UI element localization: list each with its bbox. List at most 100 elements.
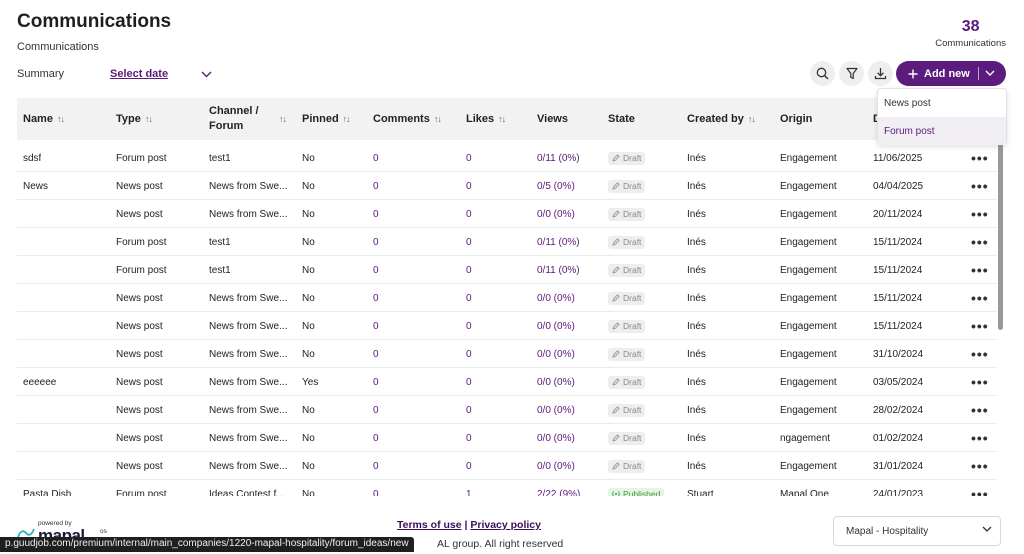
download-button[interactable] bbox=[868, 61, 893, 86]
more-icon[interactable]: ••• bbox=[971, 150, 989, 166]
column-comments[interactable]: Comments ↑↓ bbox=[373, 113, 442, 125]
cell-views: 0/11 (0%) bbox=[537, 264, 580, 276]
cell-type: News post bbox=[116, 348, 163, 360]
more-icon[interactable]: ••• bbox=[971, 290, 989, 306]
more-icon[interactable]: ••• bbox=[971, 234, 989, 250]
cell-origin: Engagement bbox=[780, 292, 837, 304]
status-badge: Draft bbox=[608, 263, 646, 277]
cell-type: News post bbox=[116, 292, 163, 304]
cell-state: Draft bbox=[608, 228, 646, 256]
cell-comments: 0 bbox=[373, 404, 379, 416]
table-row[interactable]: News post News from Swe... No 0 0 0/0 (0%) Dra… bbox=[17, 284, 997, 312]
table-row[interactable]: sdsf Forum post test1 No 0 0 0/11 (0%) Draft Iné… bbox=[17, 144, 997, 172]
sort-icon: ↑↓ bbox=[433, 114, 442, 124]
pencil-icon bbox=[612, 238, 620, 246]
cell-type: Forum post bbox=[116, 488, 167, 497]
more-icon[interactable]: ••• bbox=[971, 402, 989, 418]
filter-row: Summary Select date bbox=[17, 66, 214, 82]
more-icon[interactable]: ••• bbox=[971, 318, 989, 334]
cell-channel: News from Swe... bbox=[209, 348, 288, 360]
cell-pinned: No bbox=[302, 152, 315, 164]
cell-comments: 0 bbox=[373, 180, 379, 192]
count-label: Communications bbox=[935, 38, 1006, 49]
cell-pinned: No bbox=[302, 432, 315, 444]
cell-state: Draft bbox=[608, 144, 646, 172]
column-channel-forum[interactable]: Channel / Forum ↑↓ bbox=[209, 105, 287, 132]
cell-type: News post bbox=[116, 320, 163, 332]
cell-pinned: No bbox=[302, 460, 315, 472]
chevron-down-icon[interactable] bbox=[198, 66, 214, 82]
status-badge: Draft bbox=[608, 403, 646, 417]
cell-date: 31/10/2024 bbox=[873, 348, 924, 360]
table-row[interactable]: News post News from Swe... No 0 0 0/0 (0%) Dra… bbox=[17, 396, 997, 424]
menu-item-news-post[interactable]: News post bbox=[884, 97, 931, 109]
cell-created-by: Inés bbox=[687, 320, 706, 332]
table-row[interactable]: Forum post test1 No 0 0 0/11 (0%) Draft Inés Eng… bbox=[17, 256, 997, 284]
cell-views: 2/22 (9%) bbox=[537, 488, 581, 497]
table-row[interactable]: Forum post test1 No 0 0 0/11 (0%) Draft Inés Eng… bbox=[17, 228, 997, 256]
more-icon[interactable]: ••• bbox=[971, 430, 989, 446]
cell-channel: test1 bbox=[209, 264, 231, 276]
table-row[interactable]: Pasta Dish Forum post Ideas Contest f... No… bbox=[17, 480, 997, 496]
terms-link[interactable]: Terms of use bbox=[397, 519, 462, 531]
cell-pinned: No bbox=[302, 292, 315, 304]
broadcast-icon bbox=[612, 491, 620, 496]
cell-state: Draft bbox=[608, 452, 646, 480]
menu-item-forum-post[interactable]: Forum post bbox=[878, 117, 1006, 145]
table-row[interactable]: eeeeee News post News from Swe... Yes 0 0 0/0 … bbox=[17, 368, 997, 396]
cell-likes: 0 bbox=[466, 376, 472, 388]
cell-origin: Engagement bbox=[780, 320, 837, 332]
privacy-link[interactable]: Privacy policy bbox=[470, 519, 541, 531]
status-badge: Draft bbox=[608, 375, 646, 389]
more-icon[interactable]: ••• bbox=[971, 178, 989, 194]
table-row[interactable]: News post News from Swe... No 0 0 0/0 (0%) Dra… bbox=[17, 200, 997, 228]
table-row[interactable]: News post News from Swe... No 0 0 0/0 (0%) Dra… bbox=[17, 312, 997, 340]
cell-state: Draft bbox=[608, 396, 646, 424]
more-icon[interactable]: ••• bbox=[971, 458, 989, 474]
cell-created-by: Inés bbox=[687, 404, 706, 416]
column-date[interactable]: D bbox=[873, 98, 881, 140]
column-pinned[interactable]: Pinned ↑↓ bbox=[302, 113, 351, 125]
column-name[interactable]: Name ↑↓ bbox=[23, 113, 65, 125]
table-header: Name ↑↓ Type ↑↓ Channel / Forum ↑↓ Pinned ↑↓… bbox=[17, 98, 1005, 140]
cell-likes: 0 bbox=[466, 236, 472, 248]
more-icon[interactable]: ••• bbox=[971, 374, 989, 390]
cell-likes: 0 bbox=[466, 180, 472, 192]
table-row[interactable]: News post News from Swe... No 0 0 0/0 (0%) Dra… bbox=[17, 424, 997, 452]
pencil-icon bbox=[612, 462, 620, 470]
cell-date: 15/11/2024 bbox=[873, 236, 923, 248]
status-bar-url: p.guudjob.com/premium/internal/main_comp… bbox=[0, 537, 414, 552]
cell-created-by: Inés bbox=[687, 460, 706, 472]
search-button[interactable] bbox=[810, 61, 835, 86]
table-row[interactable]: News post News from Swe... No 0 0 0/0 (0%) Dra… bbox=[17, 452, 997, 480]
cell-state: Published bbox=[608, 480, 665, 496]
cell-type: News post bbox=[116, 460, 163, 472]
table-row[interactable]: News post News from Swe... No 0 0 0/0 (0%) Dra… bbox=[17, 340, 997, 368]
column-likes[interactable]: Likes ↑↓ bbox=[466, 113, 506, 125]
select-date-link[interactable]: Select date bbox=[110, 68, 169, 80]
cell-type: Forum post bbox=[116, 264, 167, 276]
plus-icon bbox=[908, 69, 918, 79]
cell-date: 28/02/2024 bbox=[873, 404, 924, 416]
cell-created-by: Inés bbox=[687, 432, 706, 444]
table-row[interactable]: News News post News from Swe... No 0 0 0/5 (0%… bbox=[17, 172, 997, 200]
more-icon[interactable]: ••• bbox=[971, 486, 989, 496]
sort-icon: ↑↓ bbox=[498, 114, 506, 124]
column-created-by[interactable]: Created by ↑↓ bbox=[687, 113, 756, 125]
cell-pinned: No bbox=[302, 236, 315, 248]
more-icon[interactable]: ••• bbox=[971, 346, 989, 362]
chevron-down-icon[interactable] bbox=[985, 68, 995, 80]
cell-origin: Engagement bbox=[780, 208, 837, 220]
column-type[interactable]: Type ↑↓ bbox=[116, 113, 153, 125]
cell-likes: 0 bbox=[466, 432, 472, 444]
more-icon[interactable]: ••• bbox=[971, 262, 989, 278]
more-icon[interactable]: ••• bbox=[971, 206, 989, 222]
cell-comments: 0 bbox=[373, 376, 379, 388]
filter-button[interactable] bbox=[839, 61, 864, 86]
cell-likes: 0 bbox=[466, 264, 472, 276]
scrollbar[interactable] bbox=[998, 140, 1003, 330]
company-select[interactable]: Mapal - Hospitality bbox=[833, 516, 1001, 546]
footer-links: Terms of use | Privacy policy bbox=[397, 519, 541, 531]
cell-likes: 0 bbox=[466, 152, 472, 164]
add-new-button[interactable]: Add new bbox=[896, 61, 1006, 86]
